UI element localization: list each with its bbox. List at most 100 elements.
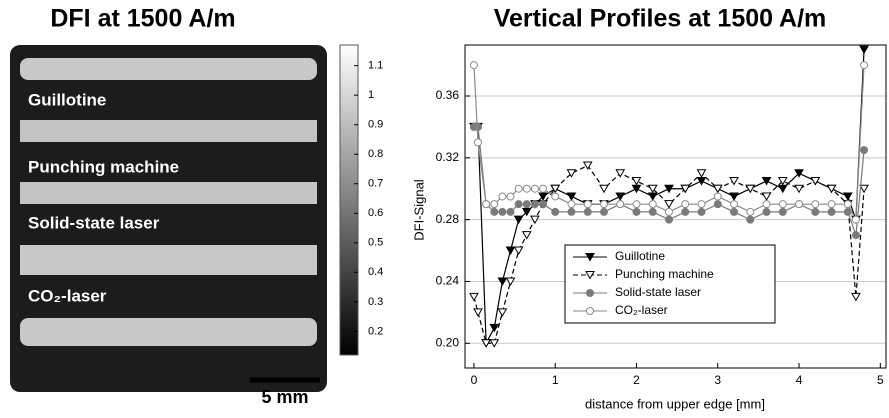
x-tick-label: 4	[796, 373, 803, 387]
y-tick-label: 0.24	[436, 274, 460, 288]
marker	[490, 200, 499, 209]
colorbar-tick-label: 0.3	[368, 296, 383, 308]
marker	[712, 184, 723, 194]
marker	[696, 177, 707, 186]
legend-box	[564, 244, 776, 324]
marker	[632, 200, 641, 209]
marker	[761, 192, 772, 201]
marker	[521, 231, 532, 240]
marker	[489, 339, 500, 348]
marker	[567, 200, 576, 209]
marker	[522, 200, 531, 209]
x-tick-label: 0	[471, 373, 478, 387]
x-tick-label: 3	[714, 373, 721, 387]
colorbar-tick-label: 0.4	[368, 266, 383, 278]
marker	[481, 339, 491, 348]
stripe	[20, 120, 317, 142]
marker	[860, 146, 869, 155]
plot-frame	[464, 44, 887, 369]
marker	[632, 207, 641, 216]
marker	[730, 200, 739, 209]
x-axis-label: distance from upper edge [mm]	[585, 396, 765, 411]
marker	[514, 184, 523, 193]
y-tick-label: 0.32	[436, 150, 460, 164]
colorbar-tick-label: 0.9	[368, 119, 383, 131]
marker	[582, 161, 593, 171]
marker	[647, 184, 658, 194]
y-tick-label: 0.36	[436, 88, 460, 102]
marker	[489, 323, 500, 333]
legend-label: Solid-state laser	[615, 285, 701, 299]
marker	[490, 207, 499, 216]
marker	[811, 200, 820, 209]
marker	[851, 292, 861, 302]
marker	[681, 200, 690, 209]
marker	[551, 192, 560, 201]
legend-marker	[585, 253, 595, 262]
stripe-label: CO₂-laser	[28, 286, 107, 305]
marker	[505, 246, 516, 256]
marker	[746, 215, 755, 224]
marker	[474, 122, 483, 131]
marker	[842, 192, 853, 201]
marker	[697, 200, 706, 209]
marker	[469, 61, 478, 70]
chart-title: Vertical Profiles at 1500 A/m	[494, 5, 827, 33]
marker	[505, 277, 516, 286]
image-title: DFI at 1500 A/m	[50, 5, 235, 33]
marker	[778, 200, 787, 209]
marker	[514, 200, 523, 209]
marker	[811, 207, 820, 216]
marker	[777, 184, 788, 194]
marker	[550, 184, 561, 194]
legend-marker	[585, 271, 595, 280]
colorbar-tick-label: 1.1	[368, 60, 383, 72]
marker	[583, 207, 592, 216]
marker	[859, 45, 869, 55]
colorbar-tick-label: 1	[368, 89, 374, 101]
marker	[794, 184, 804, 194]
marker	[713, 200, 722, 209]
marker	[794, 169, 804, 178]
colorbar-tick-label: 0.8	[368, 148, 383, 160]
marker	[713, 192, 722, 201]
marker	[473, 308, 483, 317]
marker	[746, 207, 755, 216]
marker	[859, 184, 869, 194]
marker	[530, 200, 539, 209]
marker	[729, 192, 739, 201]
colorbar-tick-label: 0.6	[368, 207, 383, 219]
marker	[827, 207, 836, 216]
marker	[826, 184, 837, 194]
colorbar-tick-label: 0.7	[368, 178, 383, 190]
colorbar-tick-label: 0.2	[368, 325, 383, 337]
marker	[851, 231, 860, 240]
marker	[851, 215, 860, 224]
stripe-label: Punching machine	[28, 157, 179, 176]
marker	[506, 192, 515, 201]
marker	[615, 192, 626, 201]
marker	[777, 177, 788, 186]
marker	[498, 207, 507, 216]
colorbar	[339, 44, 359, 356]
marker	[681, 207, 690, 216]
colorbar-tick-label: 0.5	[368, 237, 383, 249]
marker	[521, 207, 532, 217]
marker	[615, 169, 626, 178]
scale-bar-label: 5 mm	[261, 387, 308, 407]
marker	[506, 207, 515, 216]
marker	[647, 192, 658, 201]
y-axis-label: DFI-Signal	[411, 179, 426, 241]
marker	[778, 207, 787, 216]
marker	[827, 200, 836, 209]
marker	[551, 207, 560, 216]
marker	[498, 192, 507, 201]
marker	[497, 277, 508, 286]
marker	[538, 192, 548, 201]
marker	[648, 200, 657, 209]
stripe	[20, 182, 317, 204]
marker	[530, 184, 539, 193]
marker	[513, 246, 524, 256]
x-tick-label: 5	[877, 373, 884, 387]
